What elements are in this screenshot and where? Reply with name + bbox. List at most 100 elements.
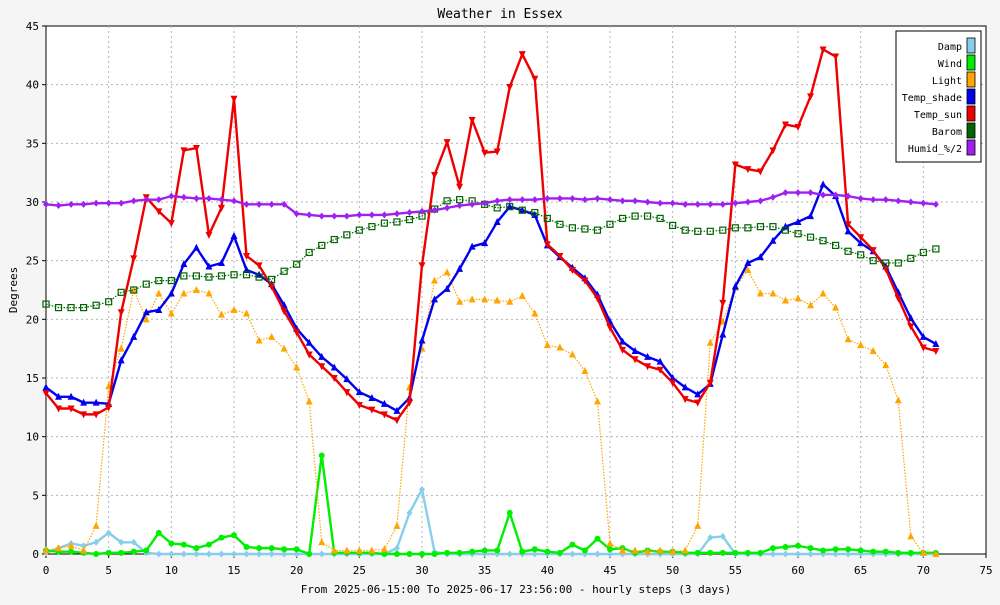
data-point-light xyxy=(42,546,50,554)
legend-label-wind: Wind xyxy=(938,59,962,70)
data-point-temp-shade xyxy=(42,383,50,391)
data-point-light xyxy=(907,532,915,540)
data-point-humid-2 xyxy=(694,200,701,208)
data-point-temp-shade xyxy=(481,239,489,247)
data-point-temp-shade xyxy=(180,260,188,268)
data-point-barom xyxy=(268,275,276,284)
data-point-temp-shade xyxy=(142,308,150,316)
data-point-light xyxy=(844,335,852,343)
data-point-light xyxy=(305,397,313,405)
data-point-humid-2 xyxy=(594,194,601,202)
data-point-humid-2 xyxy=(444,204,451,212)
data-point-damp xyxy=(531,550,538,558)
data-point-humid-2 xyxy=(456,202,463,210)
y-tick-label: 45 xyxy=(26,20,39,33)
data-point-wind xyxy=(155,529,162,536)
data-point-wind xyxy=(857,547,864,554)
data-point-humid-2 xyxy=(920,199,927,207)
data-point-humid-2 xyxy=(68,200,75,208)
data-point-temp-sun xyxy=(217,204,225,212)
data-point-temp-shade xyxy=(719,330,727,338)
data-point-wind xyxy=(318,452,325,459)
data-point-damp xyxy=(281,550,288,558)
data-point-humid-2 xyxy=(393,210,400,218)
data-point-light xyxy=(869,347,877,355)
data-point-temp-sun xyxy=(593,295,601,303)
data-point-humid-2 xyxy=(506,196,513,204)
data-point-damp xyxy=(155,550,162,558)
data-point-barom xyxy=(242,271,251,279)
data-point-temp-shade xyxy=(67,392,75,400)
data-point-temp-sun xyxy=(293,329,301,337)
data-point-light xyxy=(719,317,727,325)
data-point-light xyxy=(644,547,652,555)
data-point-temp-shade xyxy=(355,388,363,396)
data-point-damp xyxy=(769,550,776,558)
data-point-humid-2 xyxy=(256,200,263,208)
data-point-temp-shade xyxy=(656,357,664,365)
data-point-wind xyxy=(707,549,714,556)
data-point-damp xyxy=(795,550,801,558)
data-point-humid-2 xyxy=(205,194,212,202)
data-point-light xyxy=(781,296,789,304)
data-point-temp-sun xyxy=(631,356,639,364)
data-point-barom xyxy=(117,288,125,296)
legend-swatch-light xyxy=(966,71,976,88)
series-light xyxy=(42,266,940,557)
data-point-damp xyxy=(782,550,789,558)
data-point-barom xyxy=(932,245,940,253)
data-point-light xyxy=(744,266,752,274)
data-point-temp-shade xyxy=(769,236,777,244)
data-point-temp-sun xyxy=(518,51,526,59)
data-point-temp-sun xyxy=(869,247,877,255)
data-point-wind xyxy=(531,546,538,553)
data-point-damp xyxy=(845,550,852,558)
data-point-temp-sun xyxy=(669,379,677,387)
data-point-light xyxy=(255,336,263,344)
data-point-barom xyxy=(167,277,175,285)
data-point-wind xyxy=(870,548,877,555)
data-point-barom xyxy=(656,214,664,223)
data-point-temp-shade xyxy=(343,375,351,383)
data-point-light xyxy=(531,309,539,317)
x-tick-label: 5 xyxy=(105,564,112,577)
data-point-barom xyxy=(819,237,827,245)
data-point-light xyxy=(180,289,188,297)
data-point-temp-shade xyxy=(92,398,100,406)
data-point-barom xyxy=(669,221,677,230)
data-point-wind xyxy=(732,549,739,556)
data-point-humid-2 xyxy=(607,196,613,204)
data-point-light xyxy=(694,521,702,529)
data-point-light xyxy=(355,546,363,554)
data-point-humid-2 xyxy=(381,211,388,219)
data-point-light xyxy=(556,343,564,351)
data-point-humid-2 xyxy=(343,212,350,220)
data-point-temp-sun xyxy=(343,389,351,397)
data-point-damp xyxy=(569,550,576,558)
data-point-light xyxy=(857,341,865,349)
data-point-temp-sun xyxy=(230,95,238,103)
data-point-barom xyxy=(556,220,564,228)
data-point-wind xyxy=(381,551,388,557)
data-point-humid-2 xyxy=(419,207,425,215)
data-point-wind xyxy=(494,547,501,554)
data-point-wind xyxy=(481,547,488,554)
data-point-light xyxy=(882,361,890,369)
data-point-damp xyxy=(243,550,250,558)
data-point-light xyxy=(568,350,576,358)
data-point-light xyxy=(468,295,476,303)
data-point-humid-2 xyxy=(519,196,526,204)
data-point-temp-sun xyxy=(42,390,50,398)
data-point-temp-sun xyxy=(644,363,652,371)
data-point-barom xyxy=(593,226,602,234)
data-point-humid-2 xyxy=(795,189,801,197)
data-point-humid-2 xyxy=(231,197,237,205)
data-point-humid-2 xyxy=(644,198,651,206)
data-point-temp-shade xyxy=(230,232,238,240)
data-point-temp-sun xyxy=(568,267,576,275)
data-point-humid-2 xyxy=(882,196,889,204)
data-point-wind xyxy=(419,551,425,557)
data-point-temp-sun xyxy=(117,309,125,317)
data-point-barom xyxy=(293,260,301,268)
